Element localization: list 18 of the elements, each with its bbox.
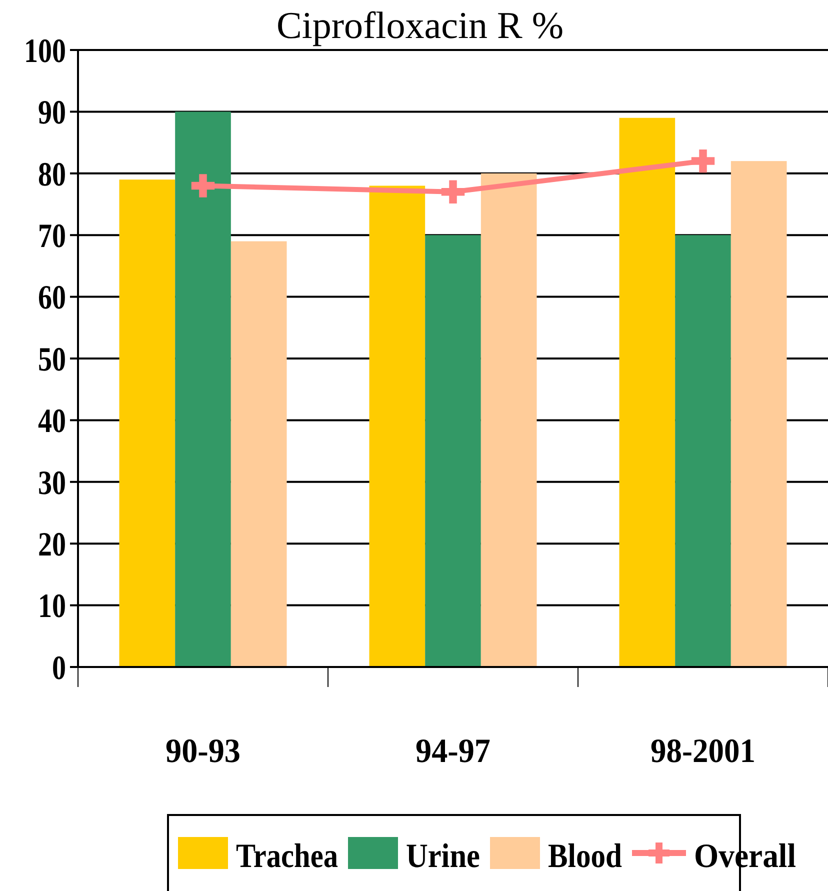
y-tick-label: 50 [38, 341, 72, 378]
legend-label: Blood [548, 838, 634, 875]
x-tick-label: 98-2001 [650, 733, 764, 770]
y-tick-label: 20 [38, 526, 72, 564]
legend-label: Trachea [236, 838, 354, 875]
y-tick-label: 100 [24, 32, 75, 70]
y-tick-label: 10 [38, 588, 72, 626]
y-tick-label: 30 [38, 464, 72, 502]
x-tick-label: 90-93 [166, 733, 245, 770]
y-tick-label: 70 [38, 218, 72, 255]
y-tick-label: 80 [38, 156, 72, 194]
y-tick-label: 0 [52, 650, 69, 687]
y-tick-label: 90 [38, 94, 72, 132]
y-tick-label: 60 [38, 280, 72, 317]
chart-title: Ciprofloxacin R % [276, 5, 564, 47]
x-tick-label: 94-97 [416, 733, 495, 770]
y-tick-label: 40 [38, 403, 72, 440]
legend-label: Urine [406, 838, 490, 875]
